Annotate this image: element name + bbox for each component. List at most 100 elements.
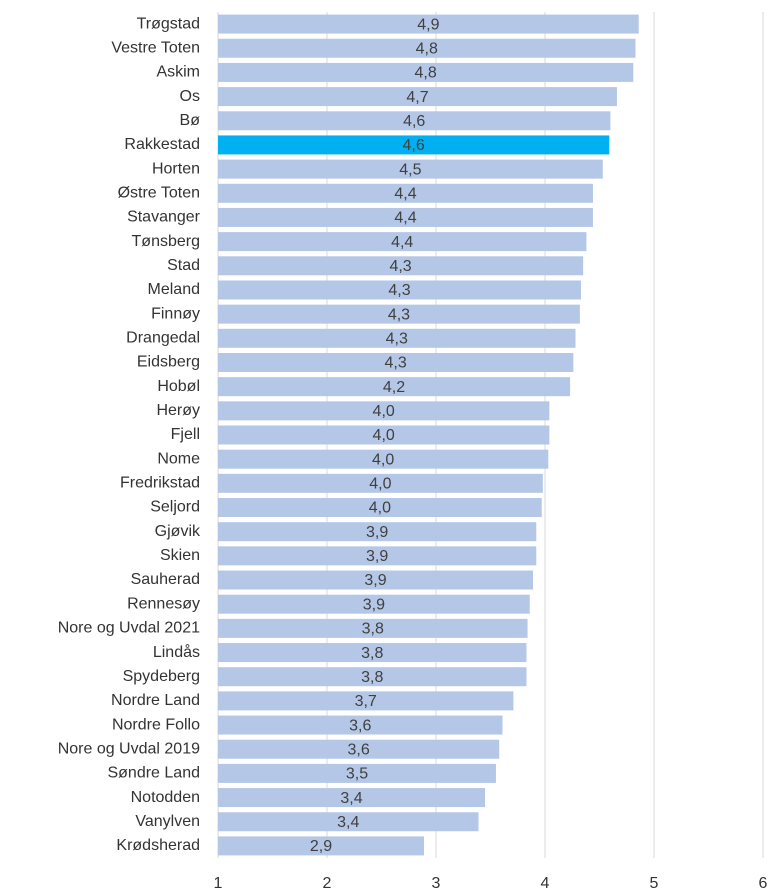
y-tick-label: Nordre Land [111, 692, 200, 709]
bar [218, 183, 593, 203]
bar [218, 304, 580, 324]
bar [218, 159, 603, 179]
value-label: 3,8 [361, 669, 383, 686]
x-tick-label: 5 [650, 875, 659, 892]
y-tick-label: Vanylven [135, 813, 200, 830]
y-tick-label: Spydeberg [123, 668, 200, 685]
y-tick-label: Askim [156, 64, 200, 81]
bar [218, 38, 636, 58]
y-tick-label: Meland [148, 281, 200, 298]
value-label: 3,9 [366, 524, 388, 541]
y-tick-label: Nome [157, 450, 200, 467]
value-label: 3,9 [364, 572, 386, 589]
y-tick-label: Seljord [150, 499, 200, 516]
value-label: 3,9 [366, 548, 388, 565]
y-tick-label: Tønsberg [132, 233, 200, 250]
value-label: 4,9 [417, 16, 439, 33]
x-tick-label: 4 [541, 875, 550, 892]
bar [218, 763, 496, 783]
value-label: 3,9 [363, 596, 385, 613]
bar [218, 111, 611, 131]
y-tick-label: Gjøvik [155, 523, 201, 540]
value-label: 3,4 [337, 814, 359, 831]
y-tick-label: Fjell [171, 426, 200, 443]
value-label: 4,7 [406, 89, 428, 106]
value-label: 4,0 [369, 500, 391, 517]
y-tick-label: Bø [180, 112, 201, 129]
value-label: 4,3 [389, 258, 411, 275]
bar [218, 87, 617, 107]
bar [218, 788, 486, 808]
bar [218, 401, 550, 421]
y-tick-label: Rennesøy [127, 595, 200, 612]
value-label: 3,8 [361, 645, 383, 662]
bar [218, 14, 639, 34]
x-tick-label: 3 [432, 875, 441, 892]
value-label: 4,4 [394, 186, 416, 203]
value-label: 3,4 [340, 790, 362, 807]
y-tick-label: Rakkestad [124, 136, 200, 153]
value-label: 4,6 [403, 137, 425, 154]
y-tick-label: Stad [167, 257, 200, 274]
y-tick-label: Drangedal [126, 330, 200, 347]
y-tick-label: Nore og Uvdal 2021 [58, 620, 200, 637]
y-tick-label: Sauherad [131, 571, 200, 588]
bar [218, 135, 610, 155]
bar [218, 328, 576, 348]
bar [218, 739, 500, 759]
bar [218, 643, 527, 663]
y-tick-label: Stavanger [127, 209, 201, 226]
value-label: 4,3 [385, 355, 407, 372]
x-tick-label: 1 [214, 875, 223, 892]
bar [218, 498, 542, 518]
bar [218, 425, 550, 445]
x-tick-label: 6 [759, 875, 768, 892]
value-label: 3,7 [355, 693, 377, 710]
value-label: 4,2 [383, 379, 405, 396]
value-label: 4,8 [416, 40, 438, 57]
bar [218, 352, 574, 372]
value-label: 3,5 [346, 766, 368, 783]
bar [218, 256, 584, 276]
y-tick-label: Hobøl [157, 378, 200, 395]
value-label: 4,0 [369, 476, 391, 493]
bar [218, 232, 587, 252]
bar [218, 62, 634, 82]
y-tick-label: Fredrikstad [120, 475, 200, 492]
value-label: 4,0 [373, 403, 395, 420]
bar [218, 618, 528, 638]
y-tick-label: Østre Toten [118, 185, 200, 202]
y-tick-label: Skien [160, 547, 200, 564]
bar [218, 715, 503, 735]
value-label: 3,6 [349, 717, 371, 734]
value-label: 4,4 [394, 210, 416, 227]
bar [218, 280, 581, 300]
x-tick-label: 2 [323, 875, 332, 892]
y-tick-label: Horten [152, 160, 200, 177]
y-tick-label: Lindås [153, 643, 200, 661]
bar [218, 594, 530, 614]
y-tick-label: Os [180, 88, 200, 105]
value-label: 4,3 [388, 306, 410, 323]
y-tick-label: Herøy [156, 402, 200, 419]
y-tick-label: Notodden [131, 789, 200, 806]
value-label: 3,6 [347, 741, 369, 758]
value-label: 4,3 [386, 331, 408, 348]
y-tick-label: Nore og Uvdal 2019 [58, 740, 200, 757]
value-label: 4,4 [391, 234, 413, 251]
bar [218, 667, 527, 687]
bar [218, 570, 534, 590]
value-label: 4,6 [403, 113, 425, 130]
bar [218, 473, 543, 493]
y-tick-label: Vestre Toten [111, 39, 200, 56]
y-tick-label: Nordre Follo [112, 716, 200, 733]
bar [218, 377, 571, 397]
y-tick-label: Trøgstad [137, 15, 200, 32]
bar [218, 522, 537, 542]
bar [218, 449, 549, 469]
y-tick-label: Krødsherad [116, 837, 200, 854]
value-label: 4,0 [373, 427, 395, 444]
bar [218, 691, 514, 711]
bar [218, 207, 593, 227]
